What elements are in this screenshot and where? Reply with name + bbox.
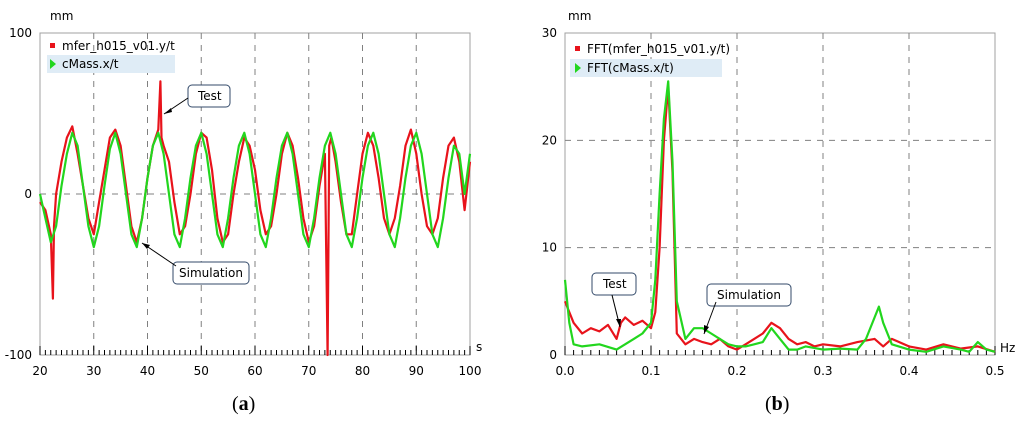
panel-a-legend-highlight bbox=[47, 55, 175, 73]
x-tick-label: 50 bbox=[194, 364, 209, 378]
y-tick-label: 0 bbox=[24, 187, 32, 201]
panel-b-sim-callout-label: Simulation bbox=[717, 288, 781, 302]
legend-marker-simulation bbox=[50, 59, 56, 69]
x-tick-label: 70 bbox=[301, 364, 316, 378]
y-tick-label: 30 bbox=[542, 26, 557, 40]
x-tick-label: 0.1 bbox=[641, 364, 660, 378]
panel-b-sim-callout-box bbox=[706, 283, 792, 307]
panel-b-caption: (b) bbox=[765, 393, 789, 415]
panel-a-legend: mfer_h015_v01.y/t cMass.x/t bbox=[47, 39, 175, 73]
panel-b-legend-highlight bbox=[570, 59, 722, 77]
panel-b-x-unit: Hz bbox=[1000, 341, 1015, 355]
y-tick-label: 20 bbox=[542, 133, 557, 147]
y-tick-label: -100 bbox=[5, 348, 32, 362]
x-tick-label: 90 bbox=[409, 364, 424, 378]
panel-a-grid bbox=[40, 33, 470, 355]
x-tick-label: 0.0 bbox=[555, 364, 574, 378]
panel-b-test-callout-box bbox=[591, 272, 637, 296]
x-tick-label: 0.4 bbox=[899, 364, 918, 378]
x-tick-label: 0.2 bbox=[727, 364, 746, 378]
panel-b-annotation-test: Test bbox=[591, 272, 637, 328]
panel-b-legend-test: FFT(mfer_h015_v01.y/t) bbox=[587, 42, 730, 56]
x-tick-label: 20 bbox=[32, 364, 47, 378]
panel-a-caption: (a) bbox=[232, 393, 255, 415]
panel-a-legend-test: mfer_h015_v01.y/t bbox=[62, 39, 175, 53]
panel-b-legend-simulation: FFT(cMass.x/t) bbox=[587, 61, 674, 75]
panel-a-annotation-test: Test bbox=[163, 84, 231, 115]
panel-b-test-callout-label: Test bbox=[602, 277, 627, 291]
panel-b-annotation-simulation: Simulation bbox=[703, 283, 792, 335]
x-tick-label: 30 bbox=[86, 364, 101, 378]
panel-a-sim-callout-box bbox=[172, 261, 250, 285]
x-tick-label: 0.5 bbox=[985, 364, 1004, 378]
panel-a-test-callout-box bbox=[187, 84, 231, 108]
x-tick-label: 60 bbox=[247, 364, 262, 378]
panel-b-legend: FFT(mfer_h015_v01.y/t) FFT(cMass.x/t) bbox=[570, 42, 730, 77]
y-tick-label: 0 bbox=[549, 348, 557, 362]
panel-b: mm Hz 0.0 0.1 0.2 0.3 0.4 0.5 0 10 20 30 FFT(mfer… bbox=[542, 9, 1016, 415]
panel-a-legend-simulation: cMass.x/t bbox=[62, 57, 119, 71]
panel-b-ticks: 0.0 0.1 0.2 0.3 0.4 0.5 0 10 20 30 bbox=[542, 26, 1005, 378]
panel-a-sim-arrowhead bbox=[142, 243, 150, 249]
panel-a: mm s 20 30 40 50 60 70 80 90 100 -100 0 100 mfer_h0… bbox=[5, 9, 483, 415]
panel-a-test-arrowhead bbox=[164, 108, 172, 114]
legend-marker-test bbox=[50, 43, 55, 48]
panel-a-series bbox=[38, 80, 472, 357]
panel-b-y-unit: mm bbox=[568, 9, 591, 23]
panel-a-annotation-simulation: Simulation bbox=[141, 242, 250, 285]
legend-marker-test bbox=[575, 46, 580, 51]
panel-b-test-arrowhead bbox=[616, 319, 621, 327]
series-line-test bbox=[39, 80, 472, 357]
x-tick-label: 100 bbox=[459, 364, 482, 378]
series-line-simulation bbox=[563, 80, 996, 353]
panel-a-sim-callout-label: Simulation bbox=[179, 266, 243, 280]
x-tick-label: 40 bbox=[140, 364, 155, 378]
panel-b-series bbox=[563, 80, 996, 353]
series-line-simulation bbox=[38, 131, 472, 249]
y-tick-label: 100 bbox=[9, 26, 32, 40]
legend-marker-simulation bbox=[575, 63, 581, 73]
x-tick-label: 80 bbox=[355, 364, 370, 378]
panel-a-test-callout-label: Test bbox=[197, 89, 222, 103]
x-tick-label: 0.3 bbox=[813, 364, 832, 378]
panel-b-sim-arrowhead bbox=[704, 325, 709, 334]
panel-a-ticks: 20 30 40 50 60 70 80 90 100 -100 0 100 bbox=[5, 26, 482, 378]
panel-a-y-unit: mm bbox=[50, 9, 73, 23]
y-tick-label: 10 bbox=[542, 241, 557, 255]
panel-a-x-unit: s bbox=[476, 340, 482, 354]
panel-b-plot-area bbox=[564, 32, 996, 356]
